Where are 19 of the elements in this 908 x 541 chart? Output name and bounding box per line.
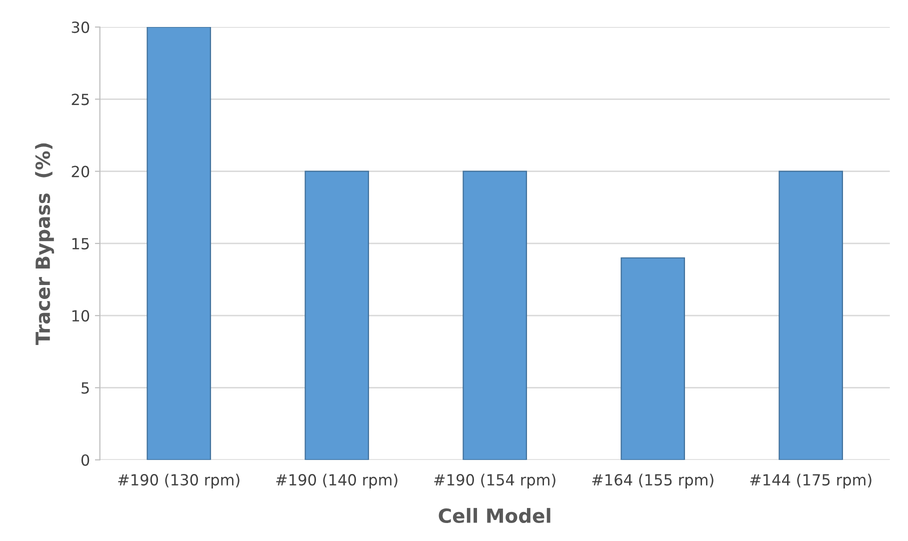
bar <box>146 27 212 460</box>
x-tick-label: #190 (130 rpm) <box>118 474 240 489</box>
x-axis-title: Cell Model <box>438 508 550 524</box>
bar <box>620 257 686 460</box>
x-tick-label: #144 (175 rpm) <box>750 474 872 489</box>
bar <box>304 170 370 460</box>
y-tick-label: 15 <box>72 238 89 250</box>
y-axis-title: Tracer Bypass (%) <box>35 143 54 346</box>
x-tick-label: #190 (140 rpm) <box>276 474 398 489</box>
bar <box>462 170 528 460</box>
x-tick-label: #164 (155 rpm) <box>592 474 714 489</box>
x-tick-label: #190 (154 rpm) <box>434 474 556 489</box>
y-tick-label: 0 <box>81 454 90 466</box>
y-tick-label: 10 <box>72 310 90 322</box>
bar <box>778 170 843 460</box>
y-tick-label: 25 <box>72 94 89 106</box>
y-tick-label: 20 <box>72 166 90 178</box>
y-tick-label: 5 <box>82 382 89 394</box>
y-tick-label: 30 <box>72 22 90 34</box>
